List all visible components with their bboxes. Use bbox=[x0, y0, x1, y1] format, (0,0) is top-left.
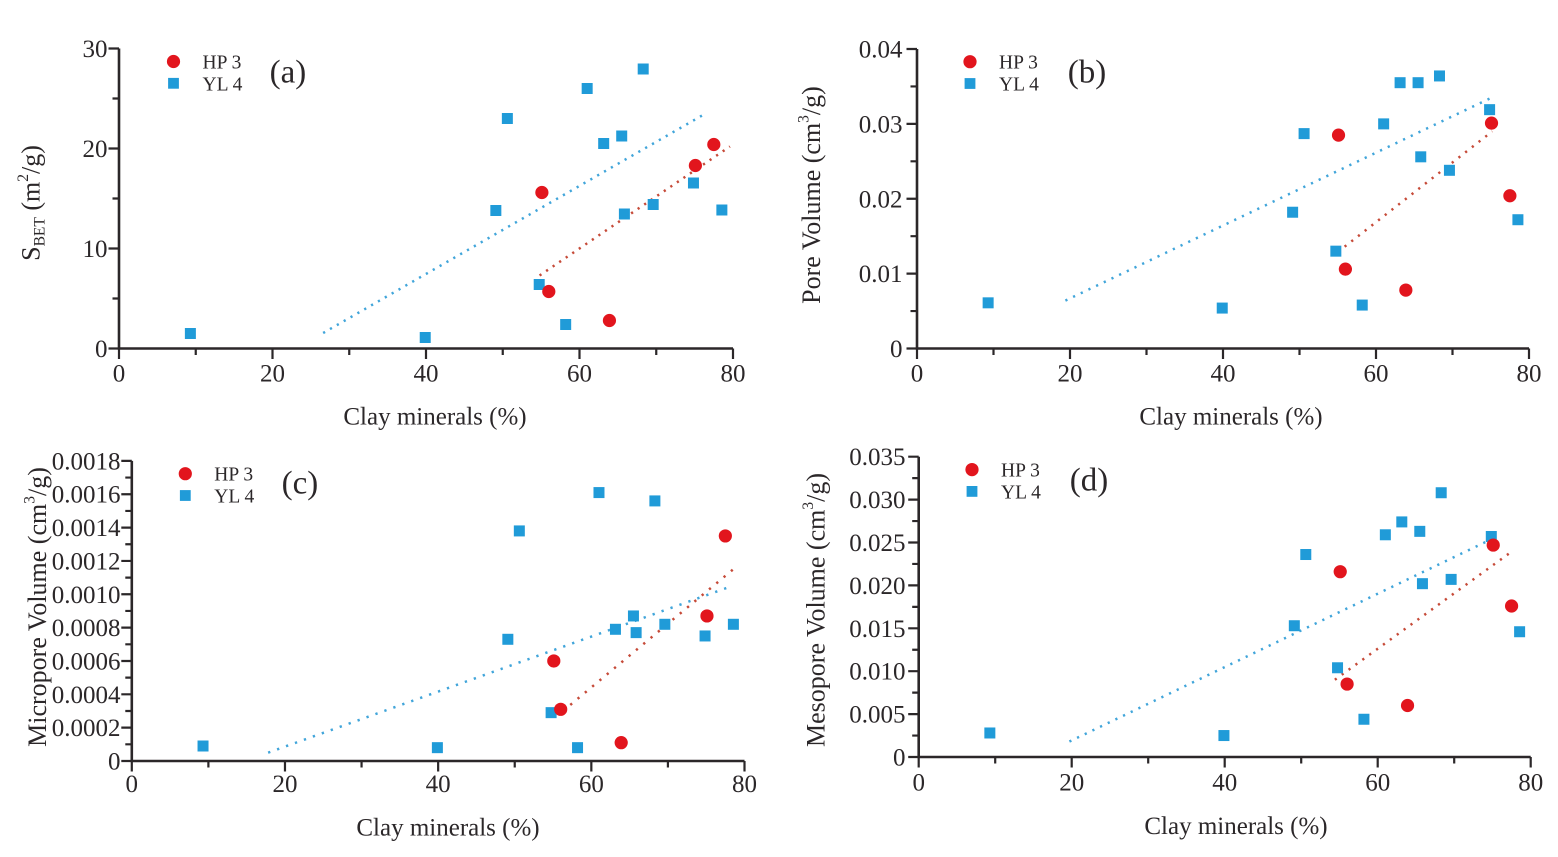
svg-text:0: 0 bbox=[893, 745, 906, 772]
svg-text:HP 3: HP 3 bbox=[999, 53, 1038, 74]
svg-text:Clay minerals (%): Clay minerals (%) bbox=[1139, 404, 1322, 431]
svg-text:0.03: 0.03 bbox=[859, 111, 903, 138]
svg-text:0: 0 bbox=[890, 336, 903, 363]
svg-text:0: 0 bbox=[911, 361, 924, 388]
svg-text:0.0014: 0.0014 bbox=[52, 515, 121, 542]
svg-text:0: 0 bbox=[126, 771, 139, 798]
svg-text:Pore Volume (cm3/g): Pore Volume (cm3/g) bbox=[796, 86, 827, 304]
svg-text:0: 0 bbox=[95, 336, 108, 363]
svg-text:30: 30 bbox=[83, 36, 108, 63]
svg-text:HP 3: HP 3 bbox=[1001, 461, 1040, 482]
svg-text:80: 80 bbox=[721, 361, 746, 388]
svg-text:60: 60 bbox=[1365, 770, 1390, 797]
svg-text:0.01: 0.01 bbox=[859, 261, 903, 288]
svg-text:40: 40 bbox=[426, 771, 451, 798]
svg-text:80: 80 bbox=[732, 771, 757, 798]
svg-text:20: 20 bbox=[260, 361, 285, 388]
svg-text:40: 40 bbox=[414, 361, 439, 388]
svg-text:0.010: 0.010 bbox=[849, 659, 905, 686]
svg-text:0.025: 0.025 bbox=[849, 530, 905, 557]
svg-text:0.0018: 0.0018 bbox=[52, 448, 121, 475]
svg-text:Micropore Volume (cm3/g): Micropore Volume (cm3/g) bbox=[22, 467, 53, 747]
svg-text:40: 40 bbox=[1212, 770, 1237, 797]
svg-text:0.02: 0.02 bbox=[859, 186, 903, 213]
svg-text:0.0006: 0.0006 bbox=[52, 648, 121, 675]
svg-text:YL 4: YL 4 bbox=[999, 75, 1039, 96]
svg-text:HP 3: HP 3 bbox=[203, 53, 242, 74]
svg-text:40: 40 bbox=[1211, 361, 1236, 388]
svg-text:0: 0 bbox=[108, 749, 121, 776]
svg-text:HP 3: HP 3 bbox=[214, 465, 253, 486]
svg-text:0: 0 bbox=[113, 361, 126, 388]
svg-text:0.005: 0.005 bbox=[849, 702, 905, 729]
svg-text:10: 10 bbox=[83, 236, 108, 263]
svg-text:(c): (c) bbox=[282, 466, 319, 502]
svg-text:(a): (a) bbox=[270, 54, 307, 90]
svg-text:0.0016: 0.0016 bbox=[52, 482, 121, 509]
svg-text:80: 80 bbox=[1517, 361, 1542, 388]
svg-text:0.020: 0.020 bbox=[849, 573, 905, 600]
svg-text:YL 4: YL 4 bbox=[203, 74, 243, 95]
svg-text:60: 60 bbox=[567, 361, 592, 388]
svg-text:0.015: 0.015 bbox=[849, 616, 905, 643]
svg-text:60: 60 bbox=[579, 771, 604, 798]
svg-text:0.030: 0.030 bbox=[849, 487, 905, 514]
svg-text:0.0012: 0.0012 bbox=[52, 548, 121, 575]
svg-text:20: 20 bbox=[1059, 770, 1084, 797]
svg-text:SBET (m2/g): SBET (m2/g) bbox=[15, 145, 49, 261]
svg-text:20: 20 bbox=[83, 136, 108, 163]
svg-text:YL 4: YL 4 bbox=[214, 487, 254, 508]
svg-text:0.0004: 0.0004 bbox=[52, 682, 121, 709]
svg-text:Clay minerals (%): Clay minerals (%) bbox=[356, 815, 539, 842]
svg-text:0: 0 bbox=[912, 770, 925, 797]
svg-text:(d): (d) bbox=[1070, 463, 1108, 499]
svg-text:Mesopore Volume (cm3/g): Mesopore Volume (cm3/g) bbox=[800, 473, 831, 747]
svg-text:0.035: 0.035 bbox=[849, 444, 905, 471]
svg-text:60: 60 bbox=[1364, 361, 1389, 388]
svg-text:Clay minerals (%): Clay minerals (%) bbox=[1144, 813, 1327, 840]
svg-text:0.0010: 0.0010 bbox=[52, 582, 121, 609]
svg-text:0.0008: 0.0008 bbox=[52, 615, 121, 642]
svg-text:(b): (b) bbox=[1068, 54, 1106, 90]
svg-text:20: 20 bbox=[1058, 361, 1083, 388]
svg-text:80: 80 bbox=[1518, 770, 1543, 797]
svg-text:Clay minerals (%): Clay minerals (%) bbox=[343, 404, 526, 431]
svg-text:20: 20 bbox=[272, 771, 297, 798]
svg-text:0.0002: 0.0002 bbox=[52, 715, 121, 742]
svg-text:YL 4: YL 4 bbox=[1001, 482, 1041, 503]
svg-text:0.04: 0.04 bbox=[859, 37, 903, 64]
